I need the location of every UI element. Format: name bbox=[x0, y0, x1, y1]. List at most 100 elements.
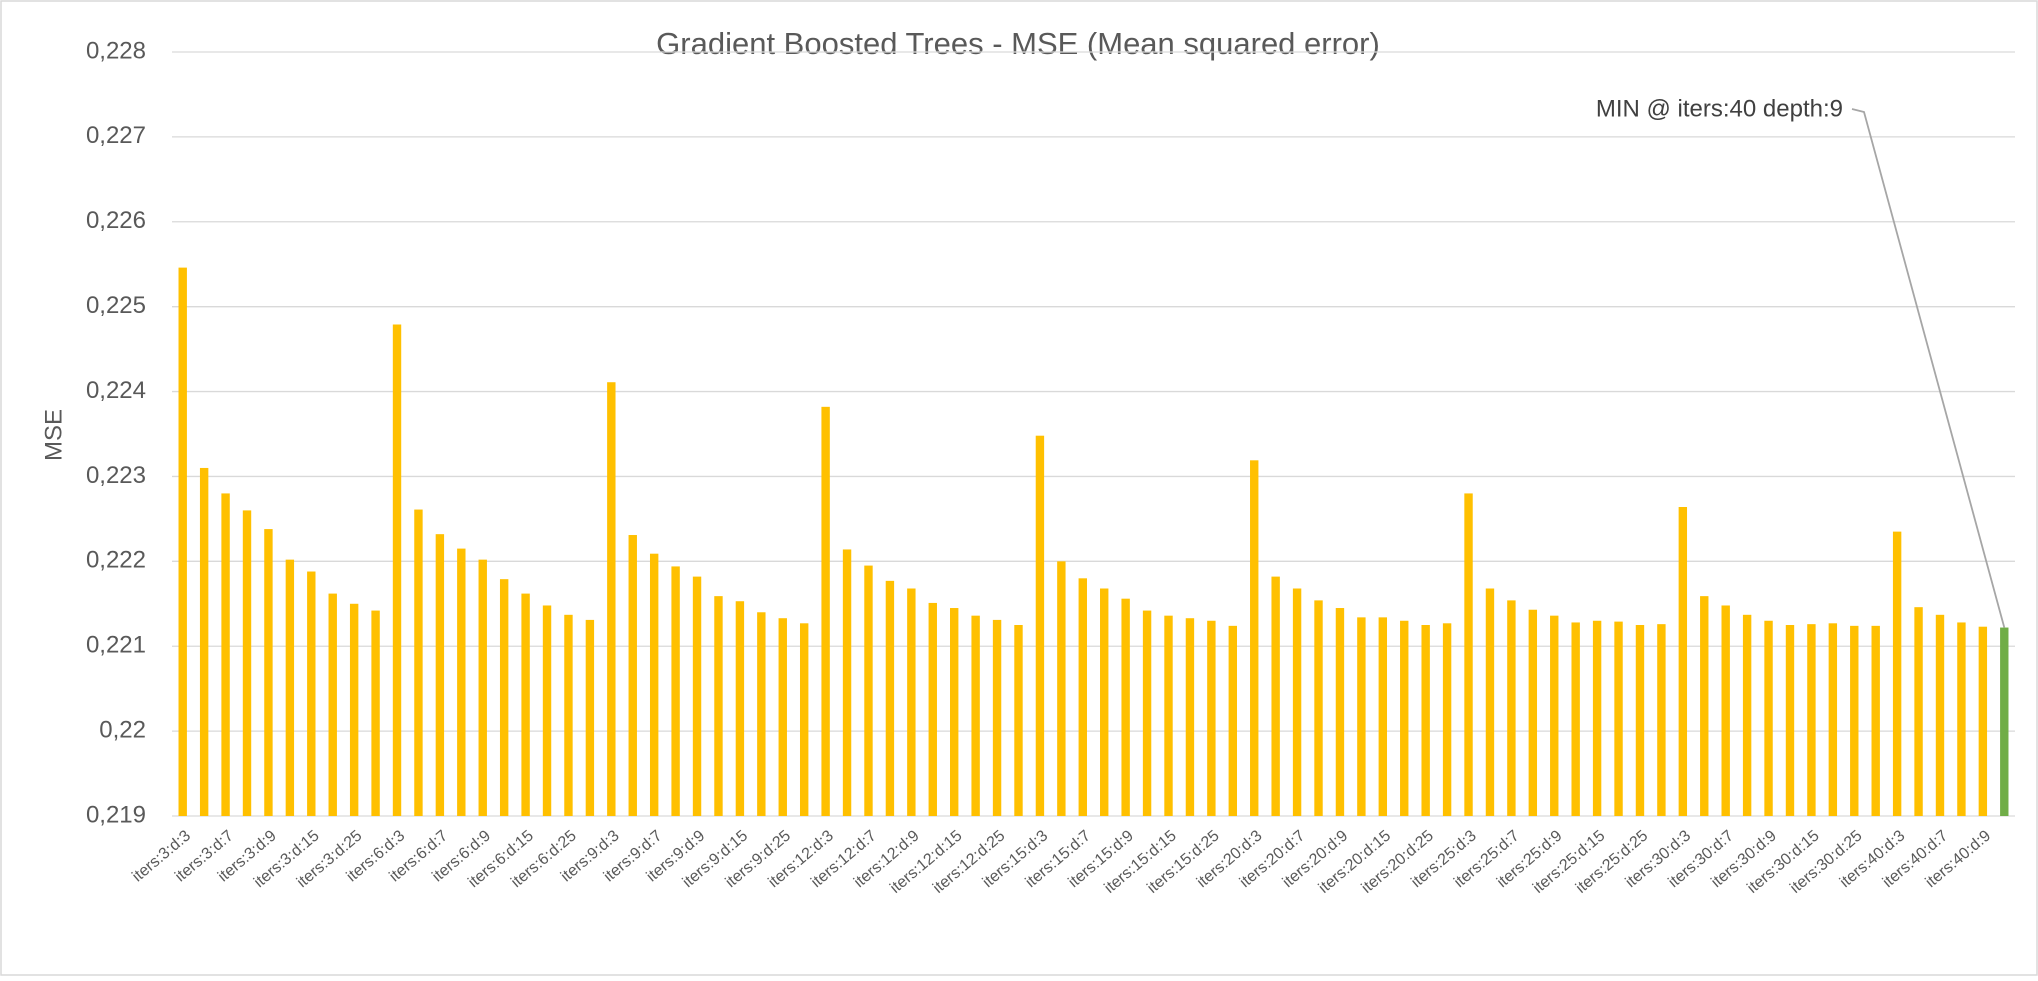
bar bbox=[885, 580, 895, 816]
y-tick-label: 0,226 bbox=[86, 207, 146, 234]
bar bbox=[1828, 623, 1838, 816]
bar bbox=[1935, 614, 1945, 816]
bar bbox=[1657, 624, 1666, 816]
chart-title: Gradient Boosted Trees - MSE (Mean squar… bbox=[656, 26, 1380, 61]
bar bbox=[392, 324, 402, 816]
y-axis-title: MSE bbox=[40, 409, 67, 461]
bar bbox=[242, 510, 252, 816]
bar bbox=[714, 596, 723, 816]
bar bbox=[628, 535, 637, 816]
bar bbox=[1335, 608, 1345, 816]
bar bbox=[1785, 625, 1795, 816]
bar bbox=[178, 267, 187, 816]
bar bbox=[950, 608, 959, 816]
bar bbox=[1957, 622, 1966, 816]
bar bbox=[842, 549, 852, 816]
annotation-leader bbox=[1851, 108, 2006, 628]
bar bbox=[671, 566, 680, 816]
bar bbox=[371, 610, 380, 816]
bar bbox=[1742, 614, 1752, 816]
bar bbox=[349, 603, 359, 816]
y-tick-label: 0,223 bbox=[86, 462, 146, 489]
bar bbox=[264, 529, 273, 816]
bar bbox=[757, 612, 766, 816]
bar bbox=[499, 579, 509, 816]
bar bbox=[864, 565, 873, 816]
y-tick-label: 0,22 bbox=[99, 716, 146, 743]
bar bbox=[307, 571, 316, 816]
bar bbox=[457, 548, 466, 816]
bar bbox=[1592, 620, 1602, 816]
y-tick-label: 0,228 bbox=[86, 37, 146, 64]
bar bbox=[2000, 627, 2009, 816]
bar bbox=[1250, 460, 1259, 816]
bar bbox=[1292, 588, 1302, 816]
bar bbox=[821, 406, 830, 816]
bar bbox=[435, 534, 445, 816]
bar bbox=[1078, 578, 1087, 816]
bar bbox=[1142, 610, 1152, 816]
bar bbox=[1035, 435, 1045, 816]
bar bbox=[1464, 493, 1473, 816]
bar bbox=[1485, 588, 1495, 816]
y-tick-label: 0,222 bbox=[86, 547, 146, 574]
bar bbox=[564, 614, 573, 816]
bar bbox=[1571, 622, 1580, 816]
bar bbox=[1271, 576, 1280, 816]
bar bbox=[1635, 625, 1645, 816]
y-tick-label: 0,225 bbox=[86, 292, 146, 319]
bar bbox=[1764, 620, 1773, 816]
bar bbox=[542, 605, 552, 816]
bar bbox=[649, 553, 659, 816]
bar bbox=[1721, 605, 1730, 816]
bar bbox=[1357, 617, 1366, 816]
bar bbox=[1442, 623, 1452, 816]
bar bbox=[1871, 625, 1880, 816]
y-tick-label: 0,224 bbox=[86, 377, 146, 404]
bar bbox=[1121, 598, 1130, 816]
bar bbox=[199, 467, 209, 816]
bar bbox=[1507, 600, 1516, 816]
bar bbox=[607, 382, 616, 816]
bar bbox=[928, 602, 937, 816]
bar bbox=[1164, 615, 1173, 816]
y-tick-label: 0,221 bbox=[86, 632, 146, 659]
bar bbox=[1378, 617, 1388, 816]
bar bbox=[799, 623, 809, 816]
bar bbox=[907, 588, 916, 816]
annotation: MIN @ iters:40 depth:9 bbox=[1596, 95, 1843, 122]
bar bbox=[521, 593, 530, 816]
bar bbox=[992, 619, 1002, 816]
bar bbox=[478, 559, 487, 816]
bar bbox=[1014, 625, 1023, 816]
bar bbox=[778, 618, 787, 816]
bar bbox=[1185, 618, 1195, 816]
bar bbox=[1421, 625, 1430, 816]
bar bbox=[971, 615, 980, 816]
bar bbox=[1850, 625, 1859, 816]
bar bbox=[1528, 609, 1538, 816]
bar bbox=[1228, 625, 1237, 816]
bar bbox=[285, 559, 295, 816]
bar bbox=[1314, 600, 1323, 816]
bar bbox=[1614, 621, 1623, 816]
bar bbox=[1057, 561, 1066, 816]
bar bbox=[735, 601, 745, 816]
bar bbox=[1400, 620, 1409, 816]
bar bbox=[1678, 507, 1688, 816]
bar bbox=[221, 493, 230, 816]
bar bbox=[1207, 620, 1216, 816]
bar bbox=[1807, 624, 1816, 816]
bar bbox=[328, 593, 337, 816]
bar bbox=[1100, 588, 1109, 816]
bar bbox=[1914, 607, 1923, 816]
bar bbox=[585, 619, 595, 816]
bar bbox=[1550, 615, 1559, 816]
y-tick-label: 0,219 bbox=[86, 801, 146, 828]
y-tick-label: 0,227 bbox=[86, 122, 146, 149]
bar bbox=[692, 576, 702, 816]
bar bbox=[1700, 596, 1709, 816]
bar bbox=[1978, 626, 1988, 816]
